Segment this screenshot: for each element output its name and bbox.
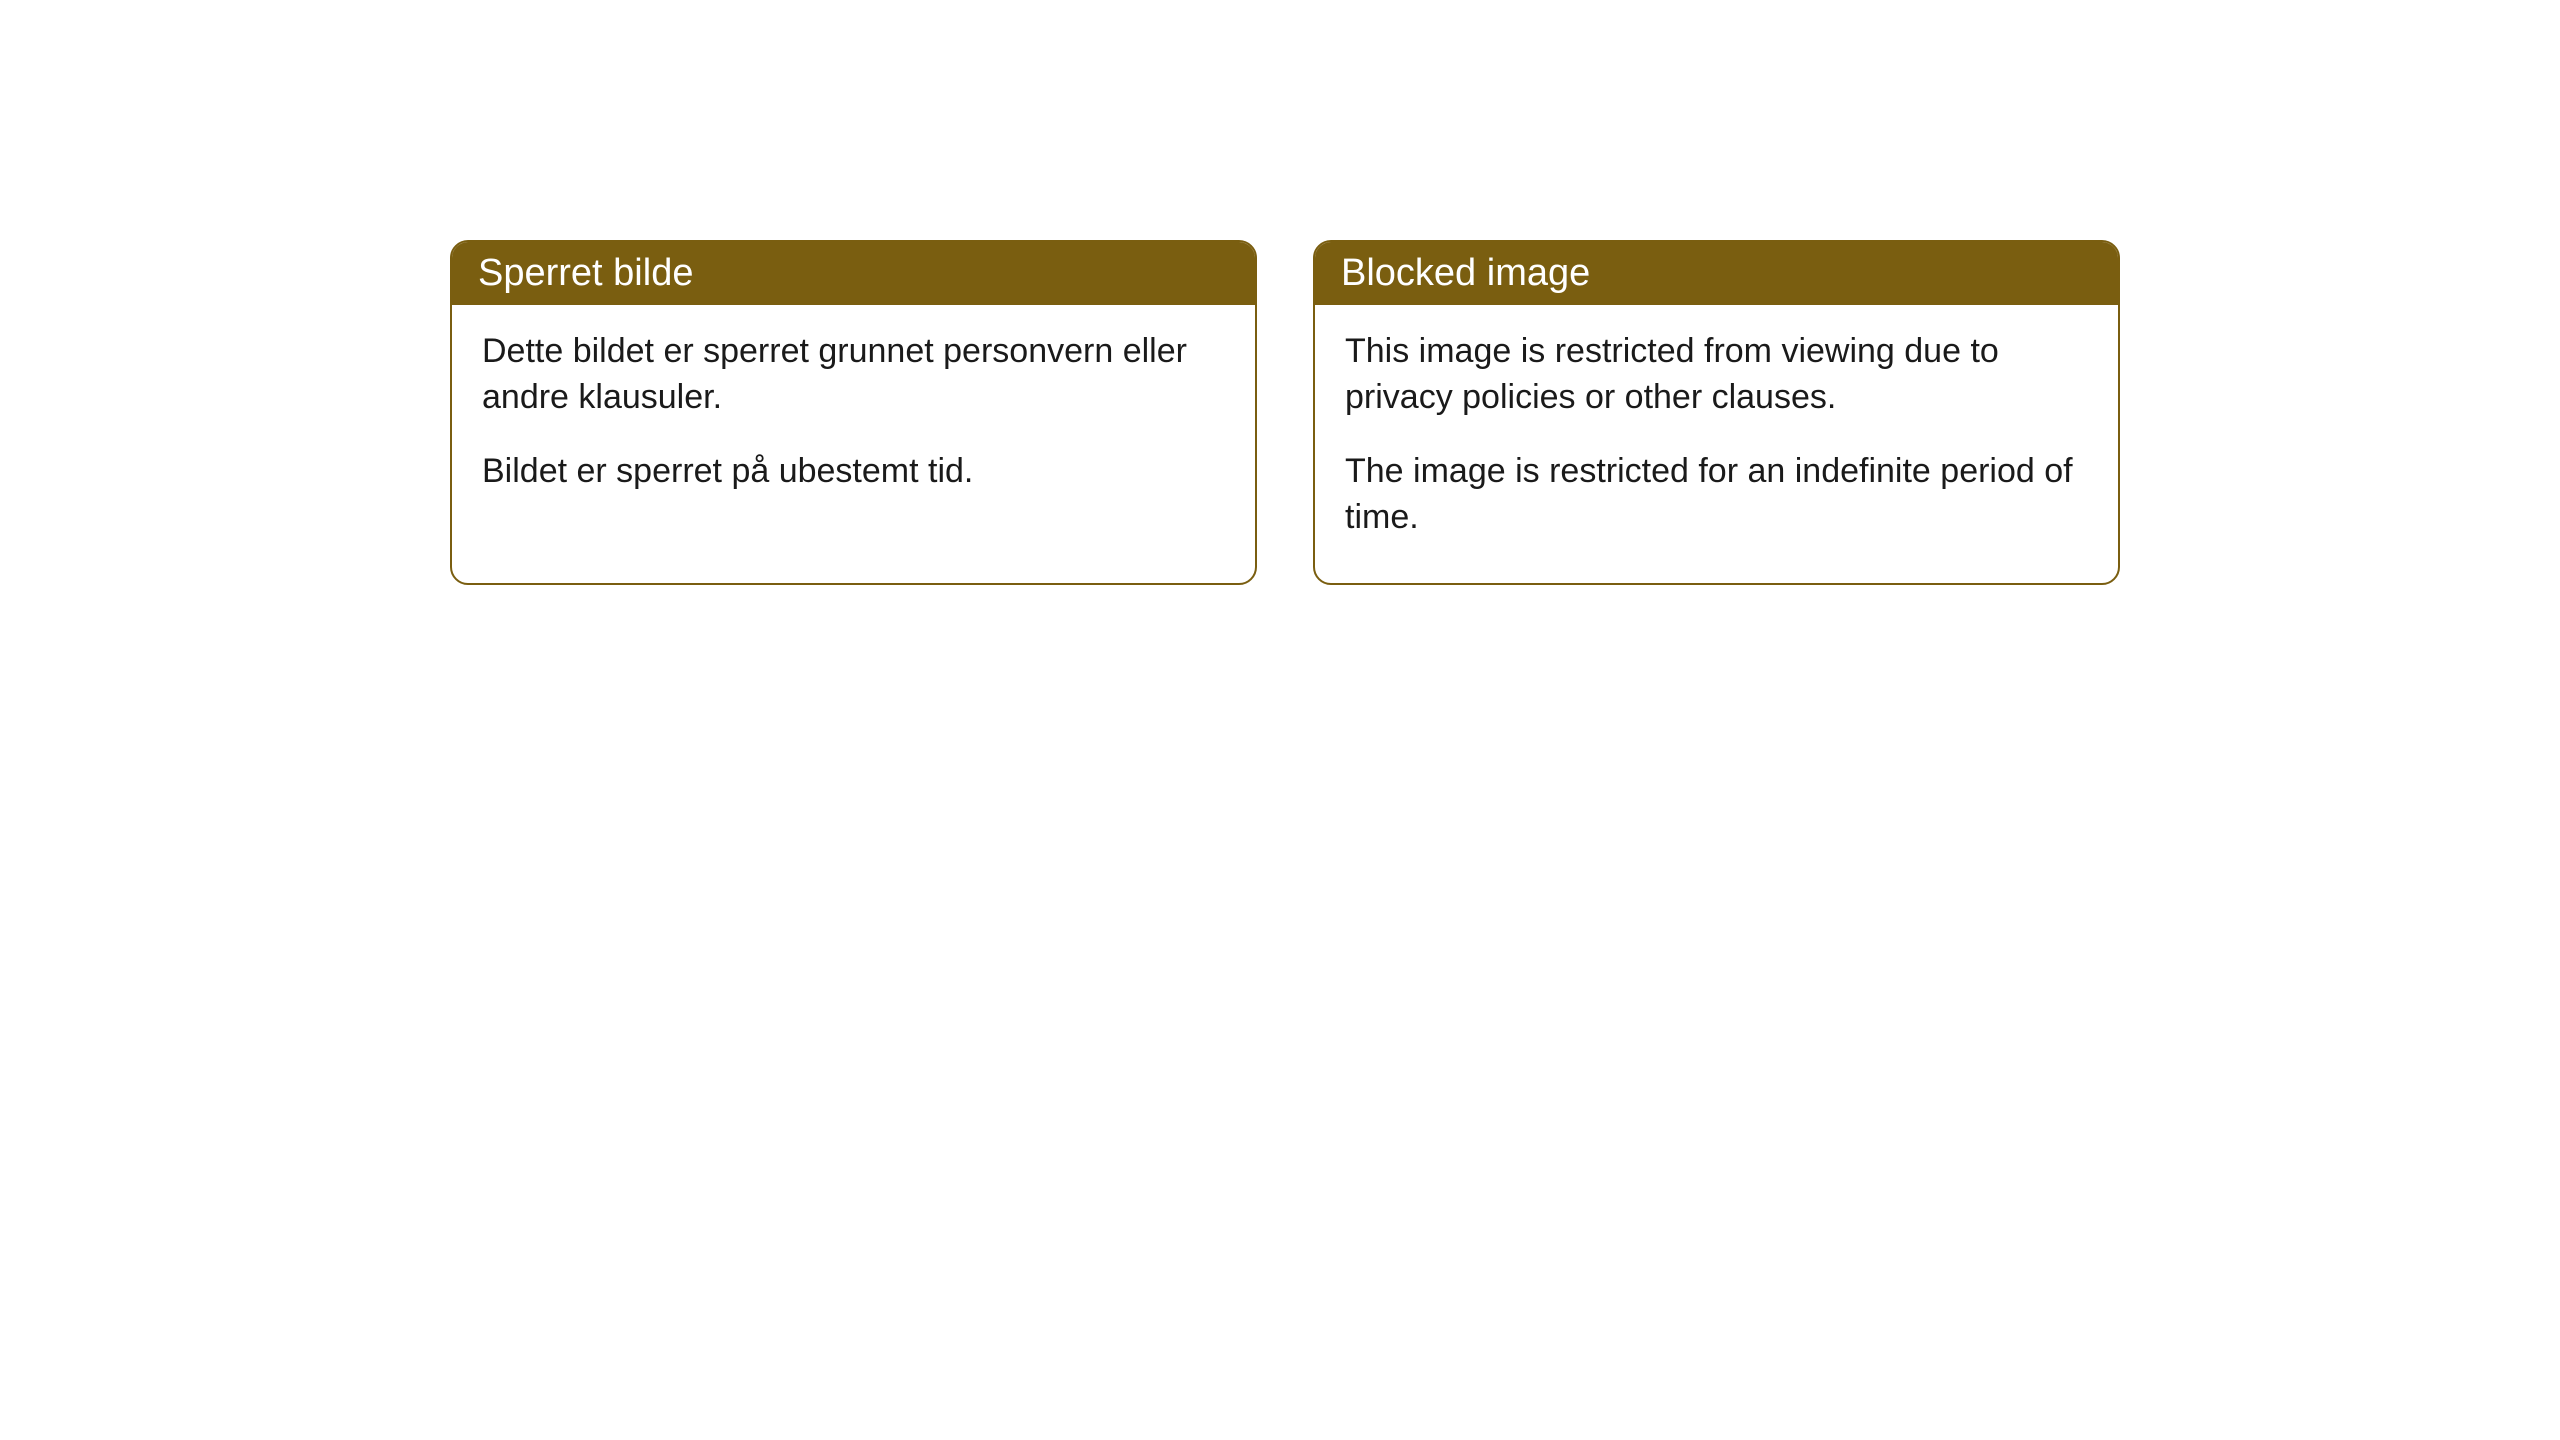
card-paragraph1-norwegian: Dette bildet er sperret grunnet personve… bbox=[482, 329, 1225, 421]
card-body-norwegian: Dette bildet er sperret grunnet personve… bbox=[452, 305, 1255, 537]
card-norwegian: Sperret bilde Dette bildet er sperret gr… bbox=[450, 240, 1257, 585]
card-title-norwegian: Sperret bilde bbox=[478, 252, 693, 294]
card-paragraph2-english: The image is restricted for an indefinit… bbox=[1345, 449, 2088, 541]
card-body-english: This image is restricted from viewing du… bbox=[1315, 305, 2118, 583]
card-title-english: Blocked image bbox=[1341, 252, 1590, 294]
card-paragraph2-norwegian: Bildet er sperret på ubestemt tid. bbox=[482, 449, 1225, 495]
card-english: Blocked image This image is restricted f… bbox=[1313, 240, 2120, 585]
card-paragraph1-english: This image is restricted from viewing du… bbox=[1345, 329, 2088, 421]
card-header-english: Blocked image bbox=[1315, 242, 2118, 305]
card-header-norwegian: Sperret bilde bbox=[452, 242, 1255, 305]
cards-container: Sperret bilde Dette bildet er sperret gr… bbox=[450, 240, 2120, 585]
